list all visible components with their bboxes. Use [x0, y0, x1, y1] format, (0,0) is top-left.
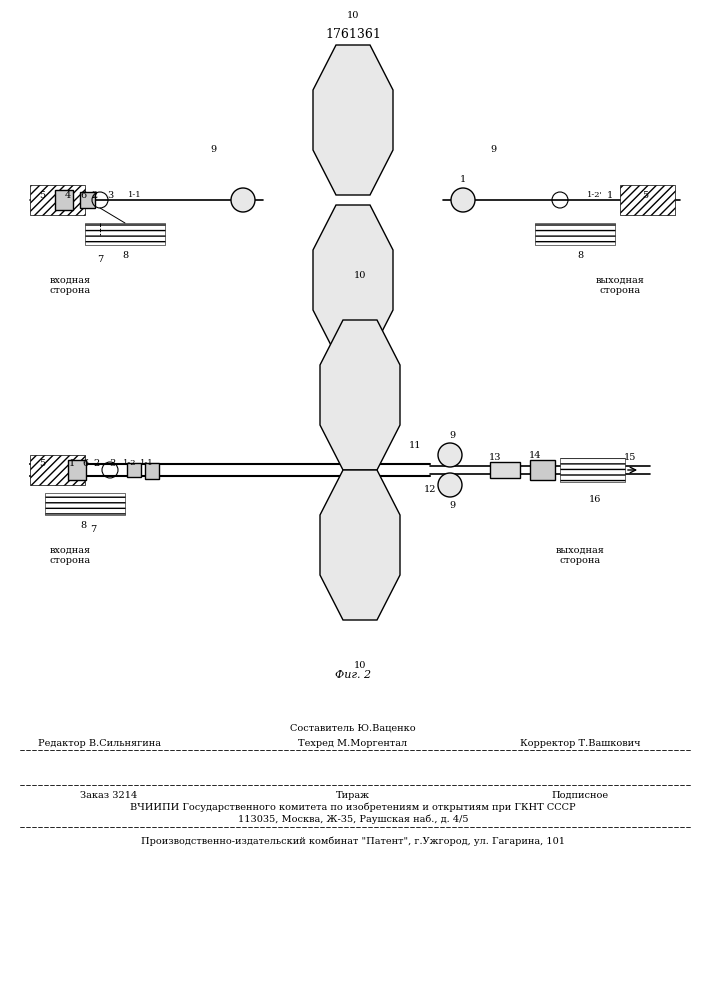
Text: 4: 4	[65, 190, 71, 200]
Text: 5: 5	[642, 190, 648, 200]
Text: 5: 5	[39, 458, 45, 468]
Bar	[127, 463, 141, 477]
Text: Фиг. 2: Фиг. 2	[335, 670, 371, 680]
Text: Техред М.Моргентал: Техред М.Моргентал	[298, 738, 407, 748]
Text: Составитель Ю.Ваценко: Составитель Ю.Ваценко	[290, 724, 416, 732]
Circle shape	[451, 188, 475, 212]
Text: Фиг. 1: Фиг. 1	[335, 390, 371, 400]
Text: 11: 11	[409, 440, 421, 450]
Circle shape	[438, 473, 462, 497]
Text: Корректор Т.Вашкович: Корректор Т.Вашкович	[520, 738, 641, 748]
Text: 1: 1	[69, 458, 75, 468]
Circle shape	[438, 443, 462, 467]
Text: 9: 9	[490, 145, 496, 154]
Text: 6: 6	[82, 458, 88, 468]
Text: 9: 9	[449, 430, 455, 440]
Text: 2: 2	[92, 190, 98, 200]
Text: Редактор В.Сильнягина: Редактор В.Сильнягина	[38, 738, 161, 748]
Text: 1761361: 1761361	[325, 28, 381, 41]
Polygon shape	[320, 470, 400, 620]
Text: выходная
сторона: выходная сторона	[595, 275, 645, 295]
Text: 7: 7	[90, 526, 96, 534]
Polygon shape	[313, 205, 393, 355]
Text: Подписное: Подписное	[551, 790, 609, 800]
Bar	[145, 463, 159, 479]
Text: 15: 15	[624, 454, 636, 462]
Text: 6: 6	[80, 190, 86, 200]
Text: 10: 10	[354, 270, 366, 279]
Bar	[80, 192, 95, 208]
Text: 3: 3	[109, 458, 115, 468]
Text: 1-1: 1-1	[128, 191, 142, 199]
Bar	[85, 223, 165, 245]
Text: ВЧИИПИ Государственного комитета по изобретениям и открытиям при ГКНТ СССР: ВЧИИПИ Государственного комитета по изоб…	[130, 802, 575, 812]
Bar	[45, 493, 125, 515]
Text: 113035, Москва, Ж-35, Раушская наб., д. 4/5: 113035, Москва, Ж-35, Раушская наб., д. …	[238, 814, 468, 824]
Text: входная
сторона: входная сторона	[49, 545, 90, 565]
Text: 16: 16	[589, 495, 601, 504]
Polygon shape	[320, 320, 400, 470]
Text: 13: 13	[489, 454, 501, 462]
Text: 1: 1	[607, 190, 613, 200]
Text: 7: 7	[97, 255, 103, 264]
Text: 9: 9	[449, 500, 455, 510]
Text: 12: 12	[423, 486, 436, 494]
Text: 10: 10	[354, 660, 366, 670]
Text: 3: 3	[107, 190, 113, 200]
Text: 10: 10	[347, 380, 359, 389]
Text: 1: 1	[460, 176, 466, 184]
Text: 14: 14	[529, 452, 542, 460]
Bar	[55, 190, 73, 210]
Text: входная
сторона: входная сторона	[49, 275, 90, 295]
Bar	[30, 185, 85, 215]
Text: выходная
сторона: выходная сторона	[556, 545, 604, 565]
Text: 9: 9	[210, 145, 216, 154]
Text: Производственно-издательский комбинат "Патент", г.Ужгород, ул. Гагарина, 101: Производственно-издательский комбинат "П…	[141, 836, 565, 846]
Text: 5: 5	[39, 190, 45, 200]
Bar	[560, 458, 625, 482]
Text: 1-2: 1-2	[123, 459, 136, 467]
Text: 1-1: 1-1	[140, 459, 154, 467]
Text: 8: 8	[122, 250, 128, 259]
Text: 2: 2	[94, 458, 100, 468]
Bar	[30, 455, 85, 485]
Text: 10: 10	[347, 10, 359, 19]
Bar	[530, 460, 555, 480]
Bar	[535, 223, 615, 245]
Text: 8: 8	[80, 520, 86, 530]
Bar	[68, 460, 86, 480]
Text: Заказ 3214: Заказ 3214	[80, 790, 137, 800]
Circle shape	[231, 188, 255, 212]
Text: 8: 8	[577, 250, 583, 259]
Text: 1-2': 1-2'	[587, 191, 603, 199]
Polygon shape	[313, 45, 393, 195]
Bar	[620, 185, 675, 215]
Text: Тираж: Тираж	[336, 790, 370, 800]
Bar	[490, 462, 520, 478]
